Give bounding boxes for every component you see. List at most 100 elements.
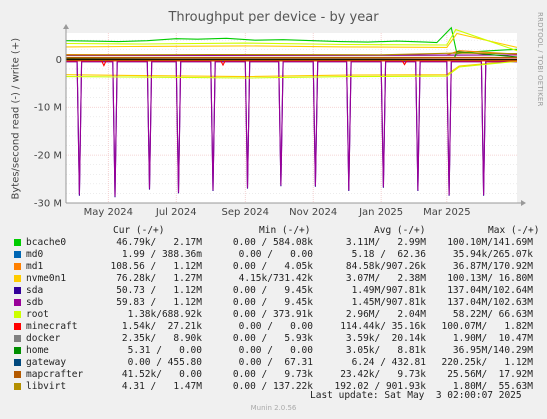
legend-avg: 84.58k/907.26k — [345, 261, 426, 272]
chart-title: Throughput per device - by year — [168, 10, 379, 25]
legend-swatch — [14, 335, 21, 342]
legend-swatch — [14, 311, 21, 318]
legend-max: 220.25k/ 1.12M — [441, 357, 533, 368]
legend-avg: 6.24 / 432.81 — [351, 357, 426, 368]
legend-min: 0.00 / 584.08k — [232, 237, 313, 248]
y-tick-label: -10 M — [34, 103, 62, 114]
legend-row-md1: md1 108.56 / 1.12M 0.00 / 4.05k 84.58k/907.… — [14, 261, 544, 273]
legend-label: home — [26, 345, 49, 356]
legend-avg: 2.96M/ 2.04M — [345, 309, 426, 320]
legend-label: sdb — [26, 297, 44, 308]
legend-avg: 3.11M/ 2.99M — [345, 237, 426, 248]
legend-header-min: Min (-/+) — [259, 225, 311, 236]
legend-min: 0.00 / 0.00 — [238, 345, 313, 356]
legend-avg: 5.18 / 62.36 — [351, 249, 426, 260]
legend-max: 100.13M/ 16.80M — [447, 273, 533, 284]
legend-label: mapcrafter — [26, 369, 84, 380]
legend-header-avg: Avg (-/+) — [374, 225, 426, 236]
series-line-nvme0n1-write — [65, 32, 518, 48]
legend-avg: 23.42k/ 9.73k — [340, 369, 426, 380]
legend-label: gateway — [26, 357, 67, 368]
legend-avg: 3.07M/ 2.38M — [345, 273, 426, 284]
legend-label: md0 — [26, 249, 44, 260]
series-line-libvirt-write — [65, 52, 518, 56]
series-line-bcache0-write — [65, 26, 518, 55]
legend-swatch — [14, 347, 21, 354]
legend-avg: 114.44k/ 35.16k — [340, 321, 426, 332]
y-tick-label: -20 M — [34, 151, 62, 162]
x-tick-label: May 2024 — [84, 207, 133, 218]
munin-version-footer: Munin 2.0.56 — [250, 404, 297, 412]
legend-label: bcache0 — [26, 237, 67, 248]
legend-row-sda: sda 50.73 / 1.12M 0.00 / 9.45k 1.49M/907.81… — [14, 285, 544, 297]
legend-row-docker: docker 2.35k/ 8.90k 0.00 / 5.93k 3.59k/ 20.… — [14, 333, 544, 345]
legend-swatch — [14, 287, 21, 294]
legend-min: 0.00 / 137.22k — [232, 381, 313, 392]
legend-min: 0.00 / 9.45k — [232, 285, 313, 296]
legend-max: 100.10M/141.69M — [447, 237, 533, 248]
y-axis-arrow — [63, 24, 69, 29]
legend-row-gateway: gateway 0.00 / 455.80 0.00 / 67.31 6.24 / 4… — [14, 357, 544, 369]
legend-swatch — [14, 299, 21, 306]
legend-label: docker — [26, 333, 61, 344]
y-tick-label: 0 — [56, 55, 62, 66]
legend-row-bcache0: bcache0 46.79k/ 2.17M 0.00 / 584.08k 3.11M/… — [14, 237, 544, 249]
axes: -30 M -20 M -10 M 0 May 2024 Jul 2024 Sep 2024… — [34, 24, 526, 218]
legend-avg: 192.02 / 901.93k — [334, 381, 426, 392]
legend-max: 25.56M/ 17.92M — [447, 369, 533, 380]
chart-plot: -30 M -20 M -10 M 0 May 2024 Jul 2024 Sep 2024… — [34, 24, 526, 218]
series-line-minecraft-read — [66, 60, 517, 67]
legend-label: minecraft — [26, 321, 78, 332]
legend-row-root: root 1.38k/688.92k 0.00 / 373.91k 2.96M/ 2.… — [14, 309, 544, 321]
legend-label: nvme0n1 — [26, 273, 67, 284]
legend-cur: 4.31 / 1.47M — [121, 381, 202, 392]
legend-swatch — [14, 239, 21, 246]
legend-cur: 5.31 / 0.00 — [127, 345, 202, 356]
legend-cur: 1.38k/688.92k — [127, 309, 202, 320]
legend-avg: 1.49M/907.81k — [351, 285, 426, 296]
legend-cur: 1.99 / 388.36m — [121, 249, 202, 260]
legend-label: md1 — [26, 261, 44, 272]
legend-max: 137.04M/102.63M — [447, 297, 533, 308]
series-line-root-read — [65, 60, 518, 79]
legend-max: 36.95M/140.29M — [452, 345, 533, 356]
legend-header-max: Max (-/+) — [488, 225, 540, 236]
series-line-sdb-write — [65, 54, 518, 57]
legend-cur: 2.35k/ 8.90k — [121, 333, 202, 344]
legend-swatch — [14, 371, 21, 378]
legend-min: 0.00 / 0.00 — [238, 249, 313, 260]
x-tick-label: Jul 2024 — [155, 207, 197, 218]
legend-cur: 76.28k/ 1.27M — [116, 273, 202, 284]
legend-swatch — [14, 359, 21, 366]
legend-avg: 1.45M/907.81k — [351, 297, 426, 308]
last-update-text: Last update: Sat May 3 02:00:07 2025 — [310, 390, 522, 401]
legend-swatch — [14, 323, 21, 330]
x-tick-label: Nov 2024 — [289, 207, 337, 218]
legend-label: libvirt — [26, 381, 67, 392]
legend-min: 0.00 / 4.05k — [232, 261, 313, 272]
legend-row-libvirt: libvirt 4.31 / 1.47M 0.00 / 137.22k 192.02 … — [14, 381, 544, 393]
legend-label: root — [26, 309, 49, 320]
y-tick-label: -30 M — [34, 199, 62, 210]
legend-max: 1.80M/ 55.63M — [452, 381, 533, 392]
legend-cur: 59.83 / 1.12M — [116, 297, 202, 308]
legend-avg: 3.59k/ 20.14k — [345, 333, 426, 344]
legend-max: 100.07M/ 1.82M — [441, 321, 533, 332]
legend-avg: 3.05k/ 8.81k — [345, 345, 426, 356]
x-tick-label: Sep 2024 — [222, 207, 269, 218]
legend-swatch — [14, 263, 21, 270]
legend-row-minecraft: minecraft 1.54k/ 27.21k 0.00 / 0.00 114.44k… — [14, 321, 544, 333]
legend-min: 0.00 / 373.91k — [232, 309, 313, 320]
legend-row-sdb: sdb 59.83 / 1.12M 0.00 / 9.45k 1.45M/907.81… — [14, 297, 544, 309]
legend-row-nvme0n1: nvme0n1 76.28k/ 1.27M 4.15k/731.42k 3.07M/ … — [14, 273, 544, 285]
legend-max: 137.04M/102.64M — [447, 285, 533, 296]
legend-row-md0: md0 1.99 / 388.36m 0.00 / 0.00 5.18 / 62.36… — [14, 249, 544, 261]
legend-cur: 41.52k/ 0.00 — [121, 369, 202, 380]
legend-cur: 50.73 / 1.12M — [116, 285, 202, 296]
legend-cur: 108.56 / 1.12M — [110, 261, 202, 272]
x-axis-arrow — [521, 200, 526, 206]
legend-min: 0.00 / 9.45k — [232, 297, 313, 308]
legend-cur: 1.54k/ 27.21k — [121, 321, 202, 332]
legend-max: 1.90M/ 10.47M — [452, 333, 533, 344]
